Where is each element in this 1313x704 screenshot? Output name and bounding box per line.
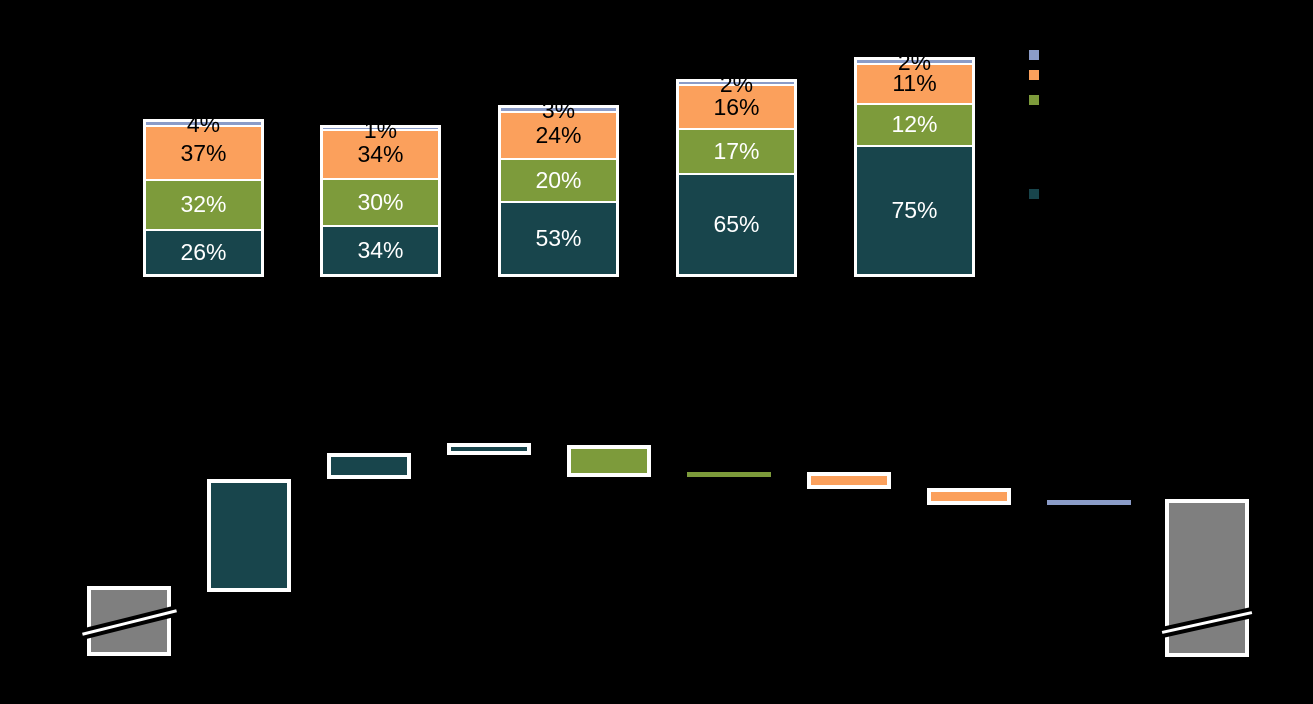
blue-top-strip — [323, 128, 438, 129]
green-segment-label-3: 20% — [501, 159, 616, 201]
teal-bottom-segment-label-5: 75% — [857, 146, 972, 275]
waterfall-bar-2-increase-1 — [207, 479, 291, 592]
waterfall-bar-6-decrease-2 — [687, 472, 771, 477]
legend-swatch-blue — [1029, 50, 1039, 60]
waterfall-bar-7-decrease-3 — [807, 472, 891, 489]
blue-top-strip — [679, 82, 794, 85]
legend-swatch-teal — [1029, 189, 1039, 199]
stacked-bar-4: 16% 17% 65% — [676, 79, 797, 277]
stacked-bar-3: 24% 20% 53% — [498, 105, 619, 277]
waterfall-bar-4-increase-3 — [447, 443, 531, 455]
blue-top-strip — [146, 122, 261, 126]
teal-bottom-segment-label-3: 53% — [501, 202, 616, 275]
green-segment-label-4: 17% — [679, 130, 794, 173]
green-segment-label-1: 32% — [146, 180, 261, 229]
orange-segment-label-5: 11% — [857, 64, 972, 104]
blue-top-strip — [857, 60, 972, 63]
orange-segment-label-2: 34% — [323, 130, 438, 179]
waterfall-bar-5-decrease-1 — [567, 445, 651, 477]
legend-swatch-orange — [1029, 70, 1039, 80]
stacked-bar-5: 11% 12% 75% — [854, 57, 975, 277]
green-segment-label-5: 12% — [857, 105, 972, 145]
green-segment-label-2: 30% — [323, 180, 438, 225]
waterfall-bar-8-decrease-4 — [927, 488, 1011, 505]
stacked-bar-2: 34% 30% 34% — [320, 125, 441, 277]
legend-swatch-green — [1029, 95, 1039, 105]
teal-bottom-segment-label-4: 65% — [679, 174, 794, 274]
teal-bottom-segment-label-2: 34% — [323, 226, 438, 275]
stacked-bar-1: 37% 32% 26% — [143, 119, 264, 277]
blue-top-strip — [501, 108, 616, 111]
waterfall-bar-9-decrease-5 — [1047, 500, 1131, 505]
orange-segment-label-4: 16% — [679, 86, 794, 129]
waterfall-bar-3-increase-2 — [327, 453, 411, 479]
orange-segment-label-1: 37% — [146, 127, 261, 179]
orange-segment-label-3: 24% — [501, 112, 616, 158]
teal-bottom-segment-label-1: 26% — [146, 230, 261, 274]
